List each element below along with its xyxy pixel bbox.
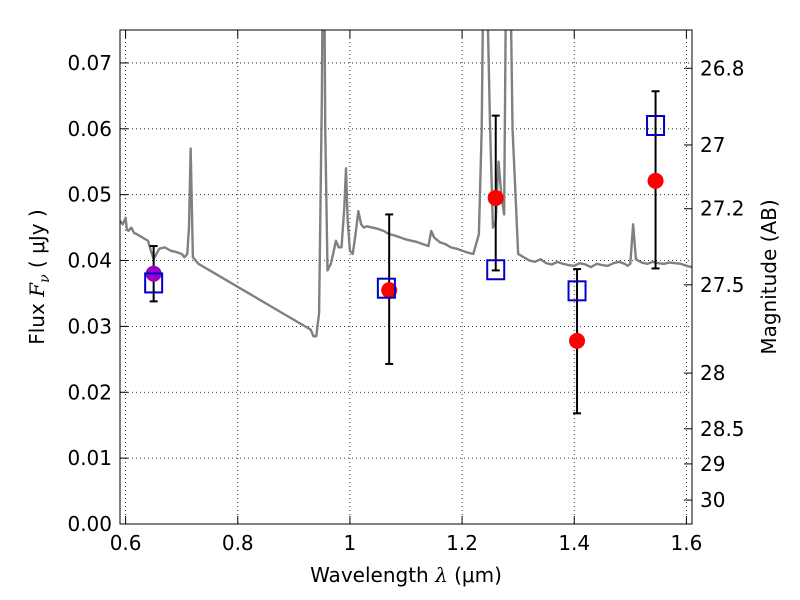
observed-point	[569, 332, 586, 349]
plot-area	[120, 30, 692, 415]
y-axis-label-prefix: Flux	[25, 297, 49, 345]
y-tick-label: 0.07	[67, 51, 112, 75]
y-tick-label: 0.05	[67, 183, 112, 207]
x-axis-label-symbol: λ	[434, 563, 448, 587]
y-tick-label: 0.01	[67, 446, 112, 470]
x-axis-label-unit: (μm)	[448, 563, 502, 587]
plot-frame	[119, 29, 693, 525]
y2-tick-label: 30	[700, 488, 725, 512]
model-band-point	[144, 272, 164, 294]
observed-point	[381, 282, 398, 299]
x-axis-label-prefix: Wavelength	[310, 563, 435, 587]
y-axis-label-open: (	[25, 254, 49, 275]
x-tick-label: 1	[344, 531, 357, 555]
y-tick-label: 0.00	[67, 512, 112, 536]
y-tick-label: 0.02	[67, 380, 112, 404]
y-axis-label: Flux Fν ( μJy )	[25, 209, 53, 345]
x-axis-label: Wavelength λ (μm)	[310, 563, 502, 587]
x-tick-label: 0.8	[222, 531, 254, 555]
x-tick-label: 0.6	[110, 531, 142, 555]
y-axis-label-subscript: ν	[37, 274, 53, 283]
y-axis-label-unit: μJy	[25, 223, 49, 254]
y2-tick-label: 28.5	[700, 417, 745, 441]
x-tick-label: 1.6	[670, 531, 702, 555]
y2-tick-label: 27.5	[700, 273, 745, 297]
y2-tick-label: 29	[700, 452, 725, 476]
model-band-point	[376, 277, 396, 299]
observed-point	[487, 189, 504, 206]
y-axis-label-close: )	[25, 209, 49, 223]
model-spectrum-line	[120, 30, 692, 338]
model-band-point	[646, 115, 666, 137]
model-band-point	[486, 259, 506, 281]
y-axis-label-symbol: F	[25, 282, 49, 298]
observed-point	[647, 172, 664, 189]
y2-tick-label: 27.2	[700, 197, 745, 221]
model-band-points	[144, 115, 666, 302]
x-axis: 0.6 0.8 1 1.2 1.4 1.6	[110, 30, 702, 555]
y2-axis-label: Magnitude (AB)	[757, 199, 781, 354]
y-tick-label: 0.06	[67, 117, 112, 141]
y2-tick-label: 26.8	[700, 56, 745, 80]
x-tick-label: 1.4	[558, 531, 590, 555]
observed-points	[145, 172, 664, 349]
y2-tick-label: 27	[700, 133, 725, 157]
model-band-point	[567, 280, 587, 302]
y-axis: 0.00 0.01 0.02 0.03 0.04 0.05 0.06 0.07	[67, 51, 128, 536]
y-tick-label: 0.03	[67, 314, 112, 338]
y-tick-label: 0.04	[67, 249, 112, 273]
y2-axis: 26.8 27 27.2 27.5 28 28.5 29 30	[684, 56, 745, 512]
y2-tick-label: 28	[700, 361, 725, 385]
x-tick-label: 1.2	[446, 531, 478, 555]
plot-background	[120, 30, 692, 524]
